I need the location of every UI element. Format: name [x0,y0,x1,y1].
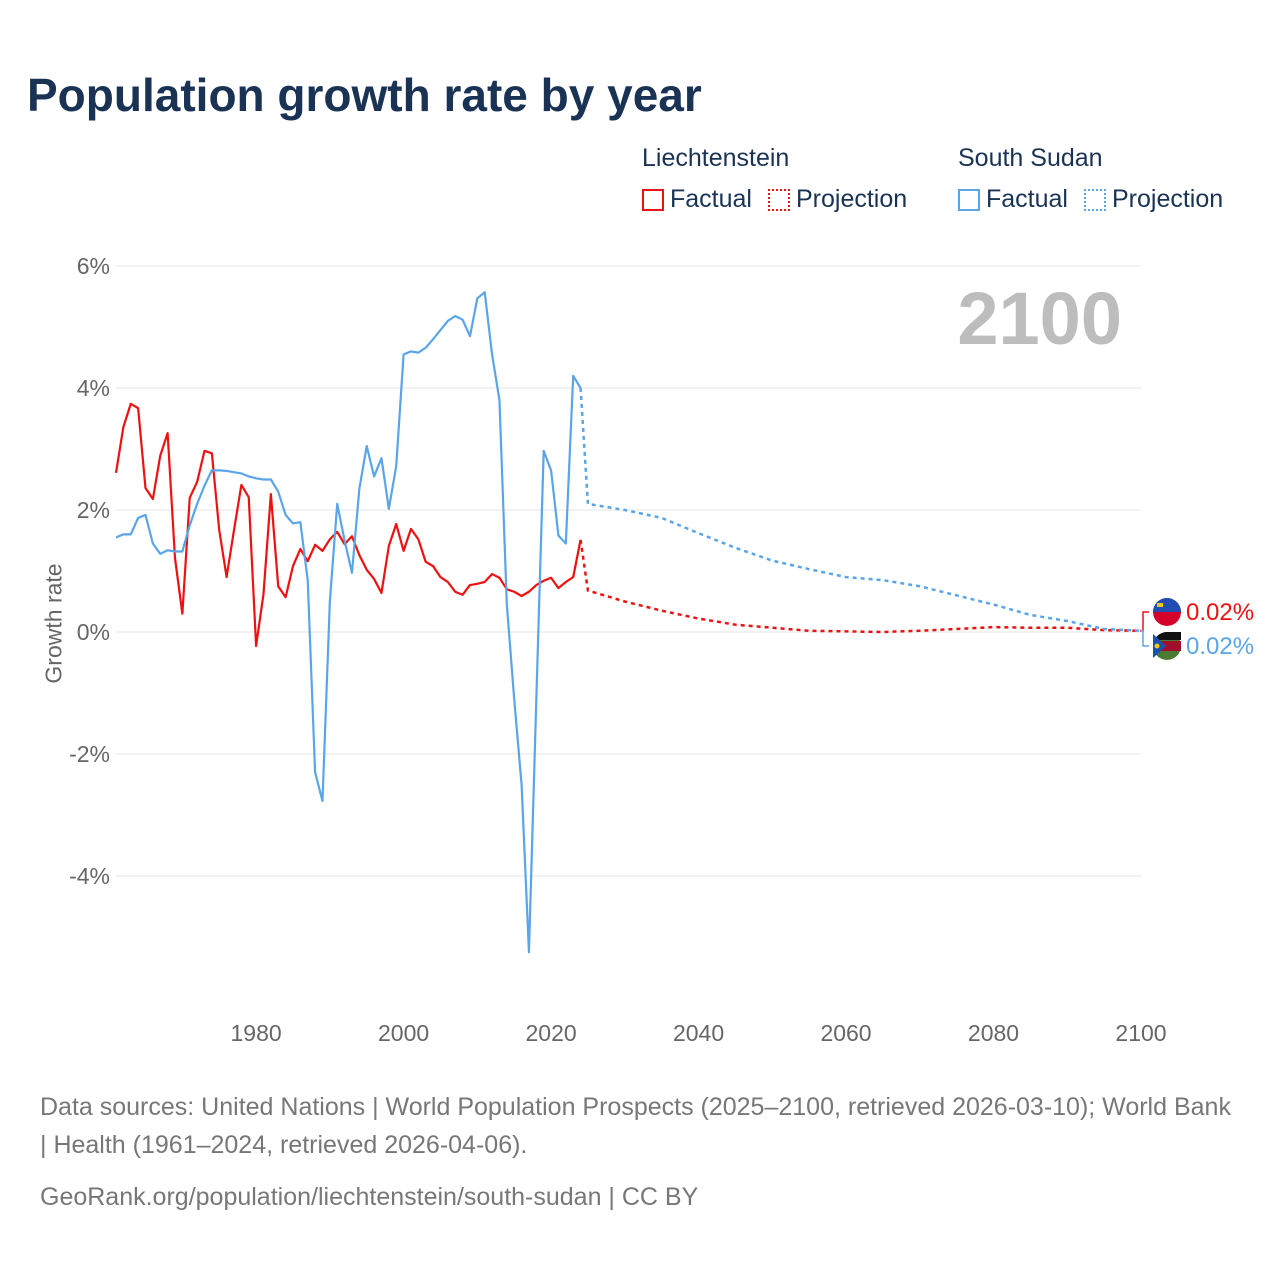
legend-item-projection[interactable]: Projection [767,185,908,214]
footer: Data sources: United Nations | World Pop… [40,1088,1240,1216]
y-tick-label: 6% [77,253,110,279]
legend-label: Projection [795,185,908,213]
y-tick-label: 2% [77,497,110,523]
x-tick-label: 2060 [820,1020,871,1046]
projection-line-1 [579,387,1142,633]
end-value-label: 0.02% [1186,633,1254,660]
crown-icon [1157,603,1163,607]
solid-swatch-icon [958,188,980,211]
x-tick-label: 2040 [673,1020,724,1046]
y-tick-label: -2% [69,741,110,767]
end-connector [1141,630,1149,647]
liechtenstein-flag-icon [1153,598,1181,612]
dotted-swatch-icon [767,188,790,211]
south-sudan-flag-icon [1153,641,1181,651]
legend-group-name: Liechtenstein [642,144,790,172]
source-link[interactable]: GeoRank.org/population/liechtenstein/sou… [40,1183,699,1211]
x-tick-label: 2000 [378,1020,429,1046]
factual-line-0 [114,402,582,648]
solid-swatch-icon [642,188,664,211]
legend-label: Factual [986,185,1068,213]
chart-title: Population growth rate by year [27,69,702,121]
legend-label: Projection [1111,185,1224,213]
x-tick-label: 1980 [231,1020,282,1046]
x-tick-label: 2100 [1115,1020,1166,1046]
projection-line-0 [579,539,1142,634]
legend-liechtenstein: Liechtenstein Factual Projection [642,144,907,214]
end-value-label: 0.02% [1186,599,1254,626]
dotted-swatch-icon [1083,188,1106,211]
y-tick-label: 4% [77,375,110,401]
star-icon [1154,643,1160,649]
legend-south-sudan: South Sudan Factual Projection [958,144,1223,214]
data-sources: Data sources: United Nations | World Pop… [40,1093,1231,1159]
x-tick-label: 2080 [968,1020,1019,1046]
current-year-label: 2100 [957,277,1122,360]
y-tick-label: 0% [77,619,110,645]
x-tick-label: 2020 [525,1020,576,1046]
legend-group-name: South Sudan [958,144,1103,172]
legend-label: Factual [670,185,752,213]
end-connector [1141,611,1149,632]
legend-item-factual[interactable]: Factual [958,185,1068,214]
south-sudan-flag-black [1153,632,1181,646]
legend-item-factual[interactable]: Factual [642,185,752,214]
y-tick-label: -4% [69,863,110,889]
legend-item-projection[interactable]: Projection [1083,185,1224,214]
factual-line-1 [115,291,582,954]
